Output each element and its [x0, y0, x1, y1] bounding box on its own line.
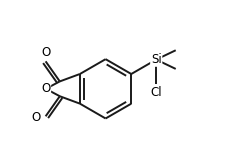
- Text: Si: Si: [151, 53, 162, 66]
- Text: O: O: [31, 111, 41, 124]
- Text: Cl: Cl: [150, 86, 162, 99]
- Text: O: O: [41, 82, 50, 95]
- Text: O: O: [41, 46, 50, 59]
